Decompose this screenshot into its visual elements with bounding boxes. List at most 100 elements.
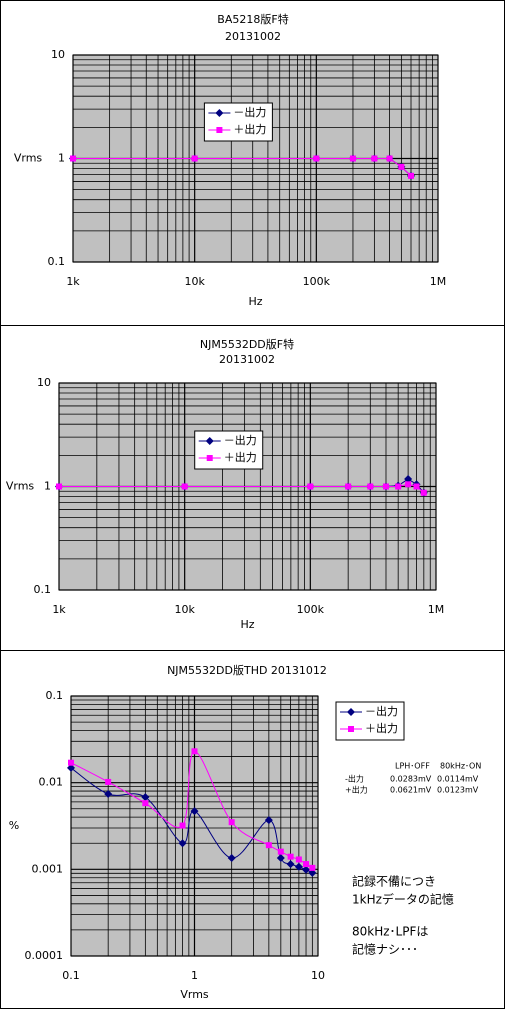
table-cell: 0.0283mV: [390, 775, 432, 784]
marker: [286, 860, 295, 869]
legend: －出力 ＋出力: [335, 701, 405, 741]
x-tick-label: 10k: [184, 275, 205, 288]
marker: [105, 778, 112, 785]
legend-label: －出力: [365, 704, 398, 718]
marker: [349, 155, 356, 162]
y-tick-label: 1: [58, 152, 65, 165]
chart-title: NJM5532DD版F特: [200, 337, 294, 351]
table-cell: 0.0123mV: [437, 786, 479, 795]
marker: [408, 172, 415, 179]
table-header: LPH･OFF: [395, 762, 430, 771]
marker: [395, 483, 402, 490]
marker: [309, 864, 316, 871]
marker: [228, 819, 235, 826]
legend-label: ＋出力: [224, 450, 257, 464]
x-tick-label: 1M: [430, 275, 447, 288]
marker: [302, 865, 311, 874]
marker: [303, 861, 310, 868]
chart-subtitle: 20131002: [225, 30, 281, 43]
marker: [413, 483, 420, 490]
legend-box: [203, 102, 273, 142]
marker: [276, 854, 285, 863]
x-tick-label: 1M: [428, 603, 445, 616]
y-tick-label: 1: [44, 480, 51, 493]
marker: [104, 789, 113, 798]
marker: [420, 489, 427, 496]
marker: [277, 848, 284, 855]
note: 1kHzデータの記憶: [352, 892, 454, 907]
marker: [178, 839, 187, 848]
table-header: 80kHz･ON: [440, 762, 481, 771]
marker: [68, 759, 74, 766]
legend-label: －出力: [233, 105, 266, 119]
marker: [181, 483, 188, 490]
marker: [191, 748, 198, 755]
chart-title: NJM5532DD版THD 20131012: [167, 663, 327, 677]
x-tick-label: 10k: [174, 603, 195, 616]
marker: [295, 856, 302, 863]
legend-label: －出力: [224, 433, 257, 447]
y-tick-label: 10: [37, 376, 51, 389]
marker: [307, 483, 314, 490]
legend-label: ＋出力: [365, 721, 398, 735]
x-axis-label: Vrms: [180, 988, 209, 1001]
legend: －出力 ＋出力: [194, 430, 264, 470]
table-cell: 0.0114mV: [437, 775, 479, 784]
legend-marker: [348, 726, 354, 732]
marker: [179, 822, 186, 829]
marker: [405, 481, 412, 488]
marker: [404, 475, 413, 484]
table-cell: 0.0621mV: [390, 786, 432, 795]
x-tick-label: 0.1: [62, 969, 80, 982]
legend-marker: [216, 127, 223, 133]
marker: [386, 155, 393, 162]
marker: [191, 155, 198, 162]
x-tick-label: 100k: [303, 275, 331, 288]
table-cell: +出力: [345, 785, 368, 795]
legend-box: [335, 701, 405, 741]
x-tick-label: 10: [311, 969, 325, 982]
marker: [142, 800, 149, 807]
legend-label: ＋出力: [233, 122, 266, 136]
x-axis-label: Hz: [240, 618, 254, 631]
marker: [287, 853, 294, 860]
y-axis-label: Vrms: [6, 480, 35, 493]
marker: [308, 868, 317, 877]
legend-marker: [347, 708, 355, 716]
marker: [367, 483, 374, 490]
y-axis-label: %: [9, 819, 19, 832]
y-tick-label: 0.1: [34, 583, 52, 596]
marker: [67, 763, 75, 772]
x-tick-label: 1: [191, 969, 198, 982]
x-axis-label: Hz: [248, 295, 262, 308]
y-tick-label: 0.1: [48, 255, 66, 268]
note: 記憶ナシ･･･: [352, 942, 418, 957]
note: 80kHz･LPFは: [352, 925, 428, 939]
y-tick-label: 0.0001: [25, 949, 64, 962]
marker: [190, 807, 199, 816]
legend-marker: [205, 437, 214, 445]
marker: [265, 842, 272, 849]
chart-title: BA5218版F特: [217, 12, 288, 26]
marker: [264, 816, 273, 825]
marker: [382, 483, 389, 490]
legend: －出力 ＋出力: [203, 102, 273, 142]
marker: [294, 862, 303, 871]
y-tick-label: 0.01: [39, 776, 64, 789]
marker: [141, 793, 150, 802]
note: 記録不備につき: [352, 874, 436, 889]
series-line: [59, 483, 425, 494]
y-tick-label: 10: [51, 48, 65, 61]
marker: [56, 483, 62, 490]
marker: [227, 854, 236, 863]
legend-box: [194, 430, 264, 470]
x-tick-label: 1k: [52, 603, 66, 616]
marker: [371, 155, 378, 162]
y-tick-label: 0.001: [32, 862, 64, 875]
table-cell: -出力: [345, 774, 364, 784]
legend-marker: [215, 109, 224, 117]
marker: [313, 155, 320, 162]
chart-subtitle: 20131002: [219, 353, 275, 366]
marker: [398, 163, 405, 170]
